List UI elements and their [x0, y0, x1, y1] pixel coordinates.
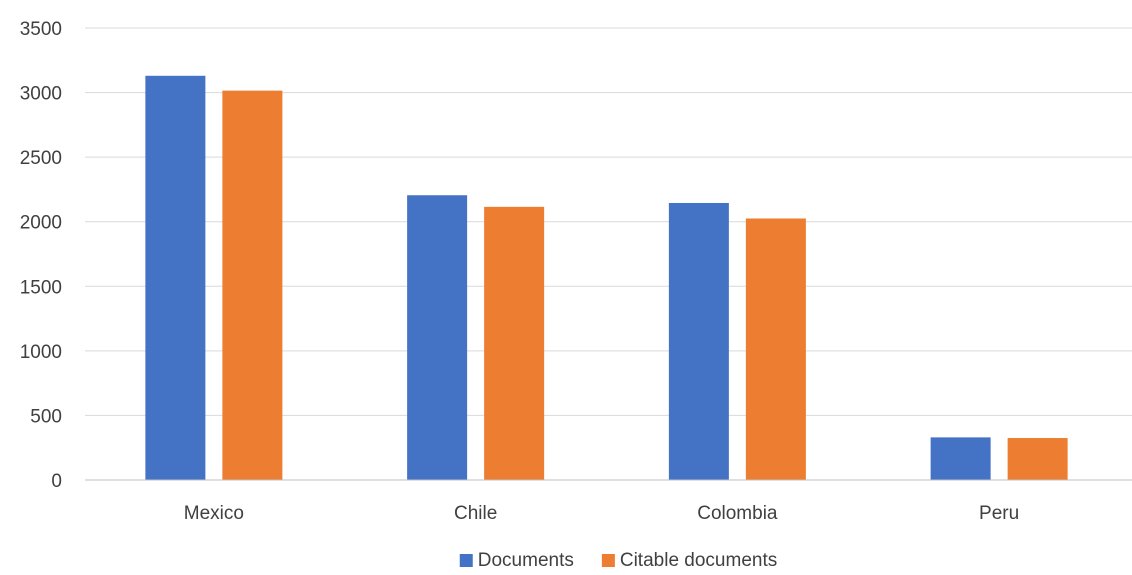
y-tick-label: 1500	[20, 277, 62, 298]
x-tick-label: Colombia	[697, 503, 778, 524]
y-tick-label: 500	[30, 406, 62, 427]
legend-item: Citable documents	[601, 550, 777, 571]
bar-citable-documents-mexico	[222, 90, 283, 481]
legend-swatch	[459, 554, 473, 567]
legend-item: Documents	[459, 550, 574, 571]
bar-citable-documents-colombia	[745, 218, 806, 480]
legend: Documents Citable documents	[459, 550, 777, 571]
bars	[145, 75, 1068, 481]
bar-documents-colombia	[668, 202, 729, 480]
y-tick-label: 1000	[20, 342, 62, 363]
legend-label: Citable documents	[620, 550, 777, 571]
y-tick-label: 3500	[20, 19, 62, 40]
y-tick-label: 3000	[20, 84, 62, 105]
legend-swatch	[601, 554, 615, 567]
bar-documents-mexico	[145, 75, 206, 480]
bar-citable-documents-chile	[484, 206, 545, 480]
y-tick-label: 2000	[20, 213, 62, 234]
y-tick-label: 0	[51, 471, 62, 492]
x-tick-label: Chile	[454, 503, 497, 524]
x-tick-label: Peru	[979, 503, 1019, 524]
x-tick-label: Mexico	[184, 503, 244, 524]
bar-citable-documents-peru	[1007, 438, 1068, 480]
y-tick-label: 2500	[20, 148, 62, 169]
legend-label: Documents	[478, 550, 574, 571]
bar-documents-peru	[930, 437, 991, 480]
axes: 0 500 1000 1500 2000 2500 3000 3500 Mexico Chile C…	[20, 19, 1132, 524]
bar-documents-chile	[407, 195, 468, 481]
